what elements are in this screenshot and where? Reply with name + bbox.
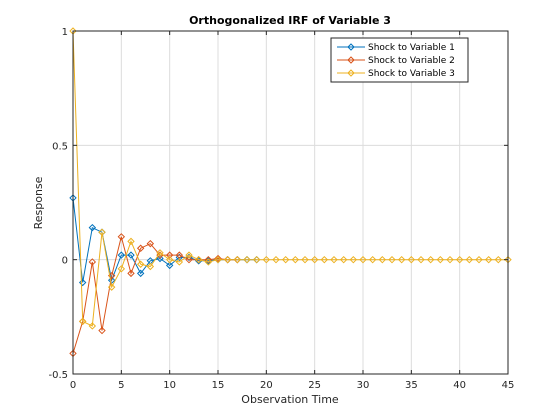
data-point xyxy=(175,251,184,259)
data-point xyxy=(214,254,222,263)
data-point xyxy=(465,255,474,264)
series-layer xyxy=(69,27,512,358)
legend-label: Shock to Variable 3 xyxy=(368,69,455,79)
data-point xyxy=(378,255,387,264)
axis-ticks: 0 5 10 15 20 25 30 35 40 45-0.500.51 xyxy=(48,27,514,391)
x-tick-label: 10 xyxy=(163,380,176,391)
x-tick-label: 25 xyxy=(308,380,321,391)
plot-area-border xyxy=(72,30,509,375)
data-point xyxy=(127,237,135,246)
data-point xyxy=(330,255,338,264)
data-point xyxy=(146,262,155,271)
legend-marker xyxy=(347,56,355,64)
x-tick-label: 5 xyxy=(118,380,124,391)
data-point xyxy=(156,249,164,257)
data-point xyxy=(291,255,300,264)
data-point xyxy=(156,254,164,263)
data-point xyxy=(262,255,271,264)
data-point xyxy=(233,255,242,264)
data-point xyxy=(281,255,290,264)
data-point xyxy=(78,278,87,287)
x-axis-label: Observation Time xyxy=(241,393,339,406)
data-point xyxy=(194,255,203,264)
data-point xyxy=(117,265,126,273)
data-point xyxy=(136,260,145,268)
data-point xyxy=(175,258,184,266)
data-point xyxy=(407,255,416,264)
data-point xyxy=(388,255,396,264)
data-point xyxy=(252,255,261,264)
legend-item: Shock to Variable 3 xyxy=(337,69,455,79)
legend-label: Shock to Variable 1 xyxy=(368,43,455,53)
data-point xyxy=(484,255,493,264)
legend-label: Shock to Variable 2 xyxy=(368,56,455,66)
data-point xyxy=(223,255,232,264)
x-tick-label: 30 xyxy=(357,380,370,391)
data-point xyxy=(136,244,145,252)
series-1 xyxy=(69,194,261,287)
data-point xyxy=(204,258,213,266)
data-point xyxy=(436,255,445,264)
data-point xyxy=(107,276,116,284)
legend-item: Shock to Variable 1 xyxy=(337,43,455,53)
data-point xyxy=(446,255,454,264)
legend: Shock to Variable 1 Shock to Variable 2 Sh… xyxy=(330,37,469,83)
data-point xyxy=(165,261,174,270)
y-tick-label: -0.5 xyxy=(48,370,68,381)
data-point xyxy=(88,258,97,266)
y-tick-label: 1 xyxy=(62,27,68,38)
data-point xyxy=(368,255,377,264)
data-point xyxy=(117,233,126,241)
data-point xyxy=(88,322,97,330)
data-point xyxy=(127,251,135,259)
data-point xyxy=(98,326,106,335)
data-point xyxy=(417,255,425,264)
data-point xyxy=(146,239,155,248)
data-point xyxy=(107,283,116,291)
data-point xyxy=(310,255,319,264)
data-point xyxy=(78,317,87,326)
data-point xyxy=(455,255,464,264)
data-point xyxy=(426,255,435,264)
data-point xyxy=(494,255,503,264)
data-point xyxy=(204,255,213,264)
data-point xyxy=(320,255,329,264)
y-axis-label: Response xyxy=(32,176,45,229)
x-tick-label: 20 xyxy=(260,380,273,391)
x-tick-label: 0 xyxy=(70,380,76,391)
data-point xyxy=(397,255,406,264)
y-tick-label: 0.5 xyxy=(52,141,68,152)
data-point xyxy=(272,255,280,264)
series-3 xyxy=(69,27,512,330)
data-point xyxy=(165,255,174,264)
legend-marker xyxy=(347,69,355,77)
data-point xyxy=(185,255,193,264)
x-tick-label: 35 xyxy=(405,380,418,391)
data-point xyxy=(136,269,145,278)
y-tick-label: 0 xyxy=(62,256,68,267)
data-point xyxy=(243,255,251,264)
data-point xyxy=(98,228,106,236)
series-line xyxy=(72,30,508,327)
data-point xyxy=(214,255,222,264)
legend-item: Shock to Variable 2 xyxy=(337,56,455,66)
data-point xyxy=(301,255,309,264)
series-line xyxy=(72,236,238,354)
x-tick-label: 45 xyxy=(502,380,515,391)
data-point xyxy=(127,269,135,278)
data-point xyxy=(339,255,348,264)
data-point xyxy=(117,251,126,259)
x-tick-label: 15 xyxy=(212,380,225,391)
series-line xyxy=(72,197,257,283)
x-tick-label: 40 xyxy=(453,380,466,391)
data-point xyxy=(185,251,193,259)
chart-title: Orthogonalized IRF of Variable 3 xyxy=(189,14,391,27)
legend-marker xyxy=(347,43,355,51)
data-point xyxy=(349,255,358,264)
data-point xyxy=(88,223,97,232)
data-point xyxy=(475,255,483,264)
data-point xyxy=(165,251,174,259)
data-point xyxy=(359,255,367,264)
